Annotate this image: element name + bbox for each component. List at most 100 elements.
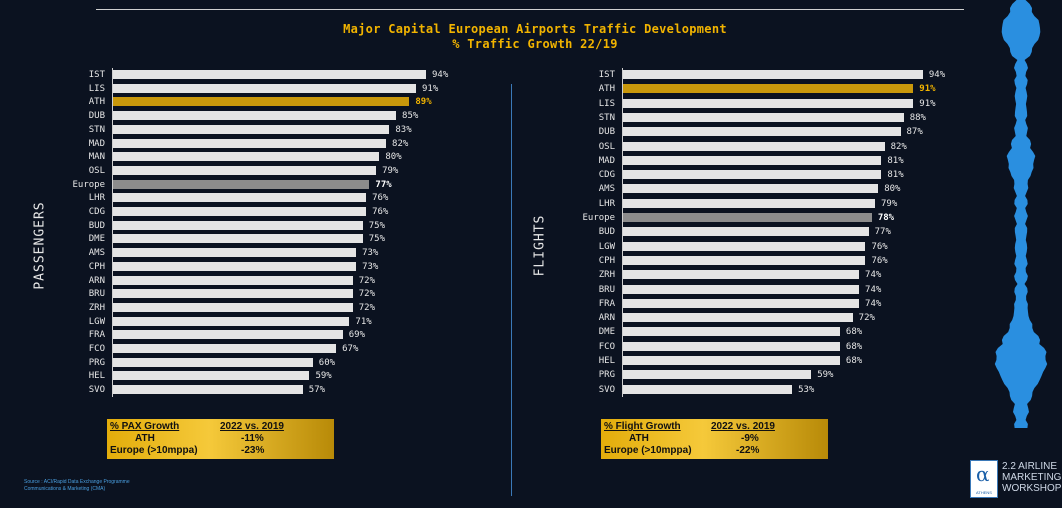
top-rule <box>96 9 964 10</box>
data-label: 74% <box>865 284 882 295</box>
data-label: 76% <box>871 241 888 252</box>
category-label: OSL <box>598 141 615 152</box>
data-label: 72% <box>358 289 376 300</box>
category-label: Europe <box>72 179 105 190</box>
category-label: FRA <box>598 298 615 309</box>
data-label: 72% <box>358 302 376 313</box>
data-label: 79% <box>382 165 399 176</box>
summary-row-value: -23% <box>241 445 265 456</box>
data-label: 81% <box>887 155 904 166</box>
category-label: MAN <box>88 152 105 163</box>
bar-row: ATH 89% <box>89 95 446 109</box>
workshop-line2: MARKETING <box>1002 472 1062 483</box>
bar-row: CPH 73% <box>89 260 446 274</box>
bar <box>623 127 901 137</box>
category-label: LGW <box>598 241 615 252</box>
data-label: 68% <box>845 356 863 366</box>
summary-header-value: 2022 vs. 2019 <box>220 421 284 432</box>
data-label: 76% <box>372 207 389 217</box>
category-label: MAD <box>598 155 615 166</box>
category-label: HEL <box>88 371 105 382</box>
pax-growth-summary: % PAX Growth 2022 vs. 2019 ATH -11% Euro… <box>107 419 334 459</box>
data-label: 59% <box>315 371 332 382</box>
bar <box>113 316 350 326</box>
category-label: ARN <box>598 313 615 324</box>
bar-row: HEL 59% <box>89 369 446 383</box>
bar-row: Europe 78% <box>582 211 942 225</box>
bar <box>623 284 860 294</box>
category-label: MAD <box>88 138 105 149</box>
data-label: 77% <box>874 227 891 238</box>
category-label: LHR <box>598 198 615 209</box>
bar-row: ARN 72% <box>599 311 942 325</box>
category-label: LGW <box>88 316 105 327</box>
category-label: LHR <box>88 193 105 204</box>
data-label: 71% <box>355 316 372 327</box>
summary-row-label: ATH <box>629 433 649 444</box>
bar-row: Europe 77% <box>72 178 446 192</box>
bar <box>623 155 882 165</box>
category-label: BUD <box>598 227 615 238</box>
category-label: BRU <box>598 284 615 295</box>
bar <box>623 384 793 394</box>
bar-row: DUB 87% <box>599 125 942 139</box>
summary-row-label: Europe (>10mppa) <box>110 445 198 456</box>
category-label: IST <box>598 70 615 80</box>
flights-panel-label: FLIGHTS <box>532 214 548 277</box>
data-label: 85% <box>402 111 419 122</box>
data-label: 69% <box>348 330 366 341</box>
category-label: AMS <box>88 248 105 259</box>
data-label: 79% <box>881 198 898 209</box>
data-label: 73% <box>362 261 379 272</box>
bar-row: FCO 68% <box>599 340 942 354</box>
chart-title-line1: Major Capital European Airports Traffic … <box>343 22 727 36</box>
bar <box>113 234 363 244</box>
chart-title: Major Capital European Airports Traffic … <box>240 22 830 52</box>
bar-row: AMS 80% <box>599 182 942 196</box>
panel-divider <box>511 84 512 496</box>
data-label: 88% <box>909 112 926 123</box>
bar <box>113 179 370 189</box>
bar <box>113 207 367 216</box>
data-label: 53% <box>798 384 815 395</box>
category-label: PRG <box>598 370 615 381</box>
data-label: 57% <box>308 385 326 396</box>
bar-row: MAD 82% <box>89 137 446 151</box>
bar-row: FRA 69% <box>89 328 446 342</box>
bar-row: PRG 60% <box>89 356 446 370</box>
bar-row: HEL 68% <box>599 354 942 368</box>
bar-row: PRG 59% <box>599 368 942 382</box>
bar-row: BUD 77% <box>599 225 942 239</box>
bar <box>623 255 866 265</box>
bar-row: BUD 75% <box>89 219 446 233</box>
bar <box>113 152 380 162</box>
category-label: LIS <box>88 83 105 94</box>
workshop-line1: 2.2 AIRLINE <box>1002 461 1058 472</box>
bar <box>623 241 866 251</box>
data-label: 68% <box>845 341 863 352</box>
bar-row: CDG 81% <box>599 168 942 182</box>
bar <box>623 270 860 280</box>
category-label: BUD <box>88 220 105 231</box>
bar-row: DUB 85% <box>89 109 446 123</box>
bar-row: STN 83% <box>89 123 446 137</box>
summary-header-value: 2022 vs. 2019 <box>711 421 775 432</box>
category-label: ZRH <box>598 270 615 281</box>
data-label: 83% <box>395 124 412 135</box>
bar-row: OSL 82% <box>599 140 942 154</box>
bar-row: DME 75% <box>89 232 446 246</box>
bar <box>113 124 390 134</box>
data-label: 72% <box>858 313 875 324</box>
bar <box>113 220 363 230</box>
summary-row-label: Europe (>10mppa) <box>604 445 692 456</box>
source-line2: Communications & Marketing (CMA) <box>24 486 106 492</box>
category-label: CPH <box>598 255 615 266</box>
data-label: 74% <box>865 270 882 281</box>
bar-row: MAD 81% <box>599 154 942 168</box>
bar <box>623 112 904 122</box>
data-label: 59% <box>817 370 834 381</box>
summary-row-value: -9% <box>741 433 759 444</box>
category-label: STN <box>598 112 615 123</box>
data-label: 94% <box>928 70 946 80</box>
category-label: FCO <box>598 341 615 352</box>
